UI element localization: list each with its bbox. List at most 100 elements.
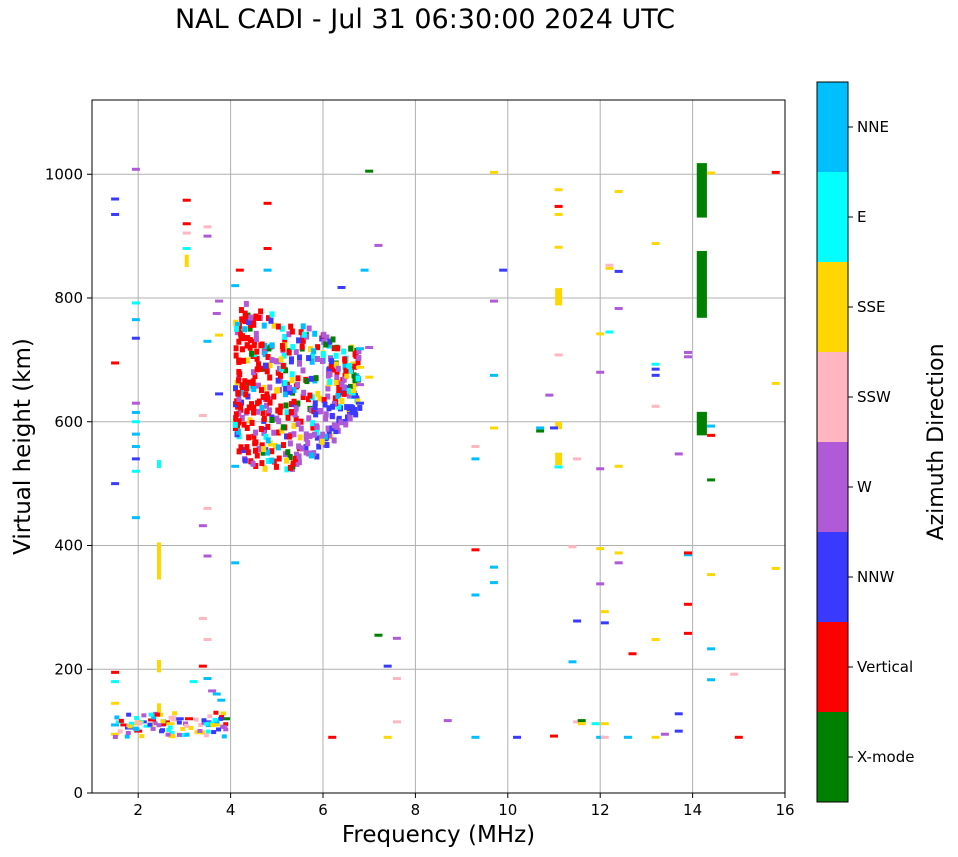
echo-point — [568, 660, 577, 664]
colorbar-label: X-mode — [857, 748, 914, 766]
echo-point — [244, 408, 250, 415]
echo-point — [310, 420, 316, 427]
echo-point — [326, 405, 332, 412]
echo-point — [320, 351, 326, 358]
echo-point — [322, 401, 328, 408]
echo-point — [247, 344, 253, 351]
echo-point — [171, 718, 180, 722]
echo-point — [131, 516, 140, 520]
echo-point — [707, 647, 716, 651]
echo-point — [184, 732, 190, 737]
x-tick-label: 8 — [411, 801, 421, 819]
echo-point — [246, 379, 252, 386]
echo-point — [198, 723, 204, 728]
echo-point — [651, 362, 660, 366]
echo-point — [231, 464, 240, 468]
echo-point — [134, 720, 140, 725]
echo-point — [232, 421, 238, 428]
echo-point — [573, 720, 582, 724]
echo-point — [238, 406, 244, 413]
echo-point — [288, 323, 294, 330]
echo-point — [262, 342, 268, 349]
echo-point — [351, 372, 357, 379]
echo-point — [283, 367, 289, 374]
echo-point — [251, 342, 257, 349]
echo-point — [233, 415, 239, 422]
echo-point — [443, 719, 452, 723]
echo-point — [707, 678, 716, 682]
echo-point — [554, 212, 563, 216]
echo-point — [313, 411, 319, 418]
echo-point — [286, 331, 292, 338]
echo-segment — [156, 703, 161, 716]
echo-point — [217, 698, 226, 702]
echo-point — [355, 398, 361, 405]
echo-point — [365, 346, 374, 349]
echo-point — [261, 415, 267, 422]
echo-point — [297, 354, 303, 361]
echo-point — [254, 408, 260, 415]
x-tick-label: 2 — [133, 801, 143, 819]
echo-point — [276, 455, 282, 462]
echo-point — [301, 389, 307, 396]
x-tick-label: 10 — [498, 801, 517, 819]
echo-point — [240, 357, 246, 364]
echo-point — [198, 664, 207, 668]
echo-point — [208, 689, 217, 693]
echo-point — [327, 371, 333, 378]
echo-point — [312, 400, 318, 407]
echo-point — [348, 383, 354, 390]
echo-point — [235, 428, 241, 435]
echo-point — [197, 728, 203, 733]
echo-point — [265, 437, 271, 444]
echo-point — [286, 433, 292, 440]
echo-point — [335, 345, 341, 352]
echo-segment — [184, 254, 189, 268]
echo-point — [683, 602, 692, 606]
echo-point — [341, 390, 347, 397]
echo-point — [311, 348, 317, 355]
echo-point — [114, 715, 120, 720]
echo-point — [343, 421, 349, 428]
echo-point — [212, 717, 218, 722]
echo-point — [244, 357, 250, 364]
echo-point — [258, 425, 264, 432]
echo-point — [287, 464, 293, 471]
grid-lines — [92, 100, 786, 794]
echo-segment — [156, 460, 161, 469]
echo-point — [111, 212, 120, 216]
echo-point — [345, 387, 351, 394]
echo-point — [651, 242, 660, 246]
echo-point — [281, 352, 287, 359]
echo-point — [347, 415, 353, 422]
x-tick-label: 6 — [318, 801, 328, 819]
echo-point — [315, 344, 321, 351]
echo-point — [277, 409, 283, 416]
echo-point — [614, 307, 623, 311]
echo-point — [118, 718, 124, 723]
echo-point — [249, 401, 255, 408]
echo-point — [471, 735, 480, 739]
echo-point — [189, 680, 198, 684]
echo-point — [294, 451, 300, 458]
echo-point — [267, 384, 273, 391]
echo-point — [674, 452, 683, 456]
echo-point — [300, 394, 306, 401]
echo-point — [235, 268, 244, 272]
echo-point — [271, 429, 277, 436]
colorbar-frame — [816, 81, 849, 803]
echo-point — [342, 363, 348, 370]
echo-point — [283, 385, 289, 392]
echo-point — [295, 420, 301, 427]
colorbar-label: SSE — [857, 298, 886, 316]
echo-point — [231, 561, 240, 565]
echo-point — [319, 357, 325, 364]
echo-point — [771, 566, 780, 570]
echo-point — [293, 349, 299, 356]
echo-point — [356, 348, 362, 355]
echo-point — [234, 325, 240, 332]
echo-segment — [156, 659, 161, 673]
echo-point — [220, 711, 226, 716]
echo-point — [143, 724, 152, 728]
y-tick-label: 200 — [54, 660, 83, 678]
